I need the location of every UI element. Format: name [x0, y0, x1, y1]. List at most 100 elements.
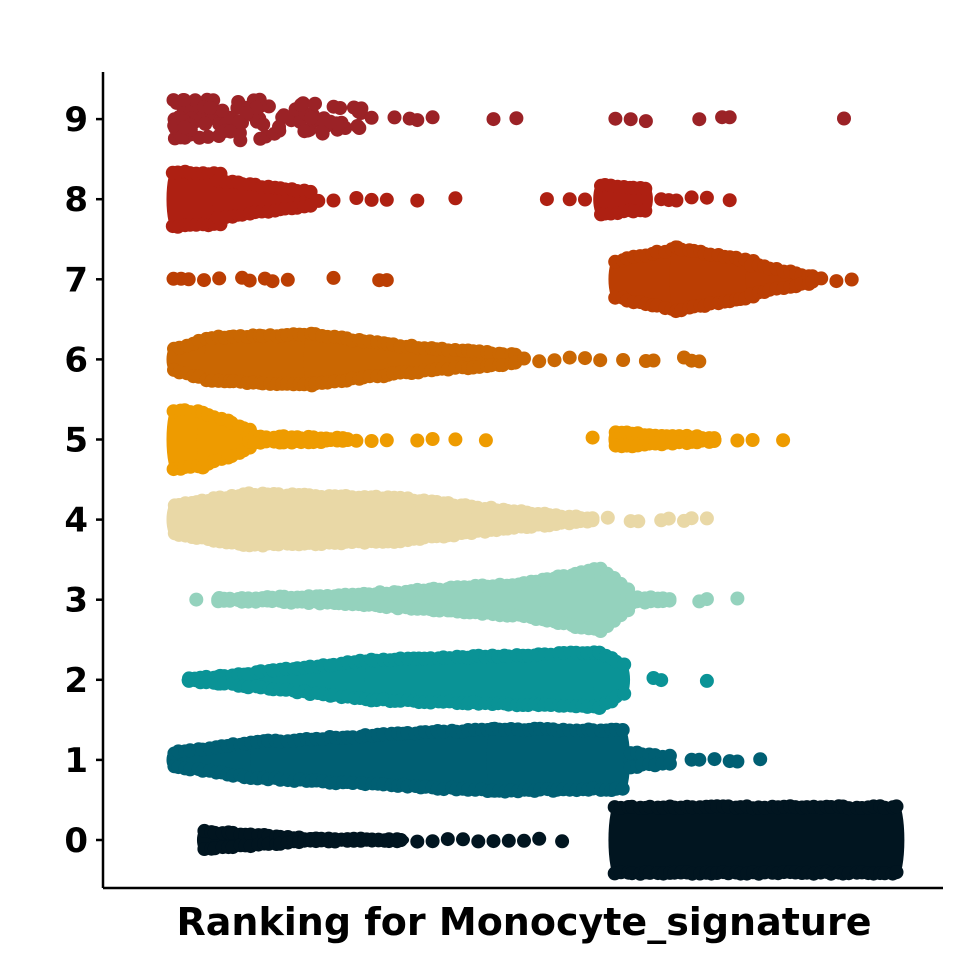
swarm-point-cluster-2 — [617, 686, 632, 701]
swarm-point-cluster-6 — [562, 350, 577, 365]
swarm-point-cluster-2 — [654, 673, 669, 688]
swarm-point-cluster-5 — [478, 433, 493, 448]
swarm-point-cluster-0 — [889, 865, 904, 880]
swarm-point-cluster-9 — [256, 117, 271, 132]
swarm-body-cluster-1 — [486, 724, 631, 796]
swarm-point-cluster-7 — [242, 273, 257, 288]
swarm-point-cluster-8 — [379, 192, 394, 207]
swarm-point-cluster-6 — [616, 353, 631, 367]
swarm-point-cluster-8 — [349, 191, 364, 205]
swarm-point-cluster-5 — [692, 431, 707, 445]
swarm-point-cluster-5 — [776, 433, 791, 448]
swarm-point-cluster-9 — [297, 124, 312, 139]
y-tick-label: 0 — [64, 821, 88, 861]
swarm-point-cluster-0 — [486, 834, 501, 849]
swarm-point-cluster-6 — [578, 351, 592, 366]
y-tick-label: 9 — [64, 100, 88, 140]
swarm-point-cluster-4 — [699, 511, 714, 526]
swarm-point-cluster-9 — [608, 111, 623, 126]
swarm-point-cluster-1 — [730, 754, 745, 769]
swarm-point-cluster-9 — [323, 114, 338, 129]
swarm-point-cluster-5 — [448, 432, 463, 447]
swarm-point-cluster-6 — [593, 353, 608, 368]
swarm-point-cluster-5 — [585, 430, 600, 445]
swarm-point-cluster-8 — [364, 192, 379, 207]
swarm-point-cluster-9 — [350, 119, 365, 134]
swarm-point-cluster-9 — [364, 110, 379, 125]
swarm-point-cluster-5 — [410, 433, 425, 448]
swarm-point-cluster-7 — [379, 273, 394, 288]
swarm-point-cluster-7 — [265, 274, 280, 289]
swarm-point-cluster-9 — [253, 131, 268, 146]
swarm-point-cluster-1 — [692, 752, 707, 767]
swarm-point-cluster-9 — [166, 93, 181, 108]
swarm-point-cluster-9 — [486, 112, 501, 127]
swarm-point-cluster-9 — [638, 114, 653, 129]
swarm-point-cluster-9 — [272, 119, 286, 134]
swarm-point-cluster-3 — [189, 592, 204, 607]
swarm-point-cluster-2 — [181, 673, 196, 688]
swarm-point-cluster-7 — [829, 274, 844, 289]
swarm-point-cluster-9 — [425, 110, 440, 125]
swarm-point-cluster-1 — [753, 752, 768, 767]
swarm-point-cluster-9 — [722, 110, 737, 125]
swarm-point-cluster-5 — [349, 433, 364, 448]
swarm-point-cluster-9 — [202, 100, 217, 115]
swarm-point-cluster-0 — [410, 834, 425, 849]
swarm-point-cluster-0 — [517, 833, 531, 848]
y-tick-label: 3 — [64, 581, 88, 621]
swarm-point-cluster-6 — [532, 354, 547, 369]
swarm-point-cluster-9 — [346, 100, 361, 115]
x-axis-title: Ranking for Monocyte_signature — [177, 900, 872, 944]
swarm-point-cluster-0 — [501, 833, 516, 848]
swarm-point-cluster-2 — [699, 673, 714, 688]
swarm-point-cluster-9 — [315, 123, 330, 138]
swarm-point-cluster-8 — [669, 193, 684, 208]
swarm-point-cluster-7 — [212, 271, 227, 286]
swarm-point-cluster-7 — [844, 272, 859, 287]
swarm-point-cluster-4 — [600, 510, 615, 525]
chart-marks — [165, 92, 905, 881]
swarm-point-cluster-7 — [181, 272, 196, 287]
y-tick-label: 5 — [64, 421, 88, 461]
swarm-point-cluster-0 — [889, 799, 904, 814]
swarm-point-cluster-4 — [631, 514, 646, 529]
swarm-point-cluster-9 — [198, 116, 213, 131]
swarm-point-cluster-3 — [730, 591, 745, 606]
swarm-point-cluster-6 — [692, 354, 707, 369]
y-tick-label: 8 — [64, 180, 88, 220]
swarm-point-cluster-5 — [707, 433, 722, 448]
swarm-point-cluster-7 — [814, 271, 829, 286]
swarm-point-cluster-9 — [308, 96, 322, 111]
swarm-point-cluster-8 — [684, 190, 699, 205]
swarm-body-cluster-0 — [608, 803, 905, 877]
swarm-point-cluster-9 — [177, 120, 192, 135]
swarm-point-cluster-3 — [699, 592, 714, 607]
swarm-point-cluster-8 — [578, 192, 592, 207]
swarm-point-cluster-5 — [425, 432, 440, 446]
swarm-point-cluster-8 — [638, 203, 653, 218]
y-tick-label: 7 — [64, 260, 88, 300]
swarm-point-cluster-0 — [456, 832, 470, 847]
y-tick-label: 2 — [64, 661, 88, 701]
swarm-point-cluster-9 — [231, 114, 246, 129]
swarm-point-cluster-1 — [615, 781, 630, 796]
swarm-point-cluster-8 — [448, 191, 463, 206]
swarm-point-cluster-9 — [326, 99, 341, 114]
swarm-point-cluster-0 — [471, 834, 486, 849]
swarm-point-cluster-9 — [623, 112, 638, 127]
swarm-point-cluster-4 — [684, 511, 699, 526]
swarm-point-cluster-0 — [532, 831, 547, 846]
swarm-point-cluster-4 — [585, 513, 600, 528]
swarm-point-cluster-5 — [730, 433, 745, 448]
swarm-point-cluster-1 — [615, 723, 630, 737]
swarm-point-cluster-6 — [547, 353, 562, 368]
swarm-point-cluster-8 — [562, 192, 577, 207]
swarm-point-cluster-8 — [311, 193, 326, 208]
y-tick-label: 6 — [64, 340, 88, 380]
swarm-point-cluster-9 — [215, 103, 230, 118]
y-tick-label: 4 — [64, 501, 88, 541]
swarm-point-cluster-0 — [393, 833, 408, 847]
swarm-point-cluster-3 — [662, 593, 677, 608]
